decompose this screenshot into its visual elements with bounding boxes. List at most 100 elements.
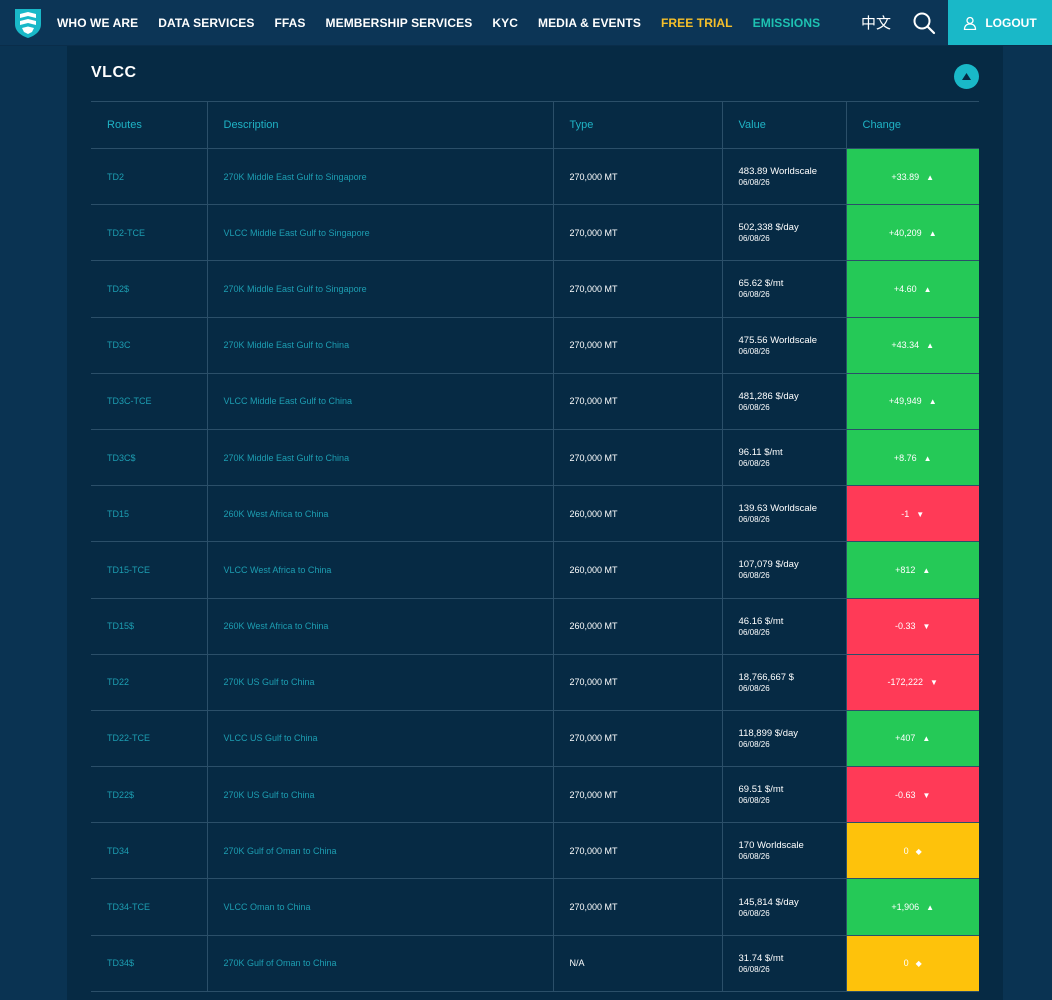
- change-value: +407: [895, 733, 916, 744]
- route-type: 270,000 MT: [553, 373, 723, 430]
- nav-free-trial[interactable]: FREE TRIAL: [660, 16, 733, 30]
- route-description[interactable]: VLCC Oman to China: [207, 878, 554, 936]
- nav-emissions[interactable]: EMISSIONS: [752, 16, 821, 30]
- table-row[interactable]: TD22$ 270K US Gulf to China 270,000 MT 69.5…: [91, 766, 979, 824]
- search-icon[interactable]: [912, 11, 936, 35]
- route-value: 475.56 Worldscale: [738, 334, 818, 346]
- route-description[interactable]: VLCC US Gulf to China: [207, 710, 554, 768]
- route-code[interactable]: TD15$: [91, 598, 208, 655]
- route-description[interactable]: 270K Gulf of Oman to China: [207, 822, 554, 880]
- route-type: 260,000 MT: [553, 598, 723, 655]
- route-type: 260,000 MT: [553, 485, 723, 543]
- arrow-up-icon: ▲: [923, 284, 932, 294]
- col-header-routes[interactable]: Routes: [91, 101, 208, 149]
- route-code[interactable]: TD2-TCE: [91, 204, 208, 262]
- value-date: 06/08/26: [738, 402, 770, 412]
- value-date: 06/08/26: [738, 852, 770, 862]
- table-row[interactable]: TD2 270K Middle East Gulf to Singapore 270…: [91, 148, 979, 206]
- table-row[interactable]: TD2$ 270K Middle East Gulf to Singapore 27…: [91, 260, 979, 318]
- table-row[interactable]: TD3C$ 270K Middle East Gulf to China 270,0…: [91, 429, 979, 487]
- table-row[interactable]: TD2-TCE VLCC Middle East Gulf to Singapor…: [91, 204, 979, 262]
- route-value: 170 Worldscale: [738, 840, 804, 852]
- change-value: +8.76: [893, 452, 917, 463]
- table-row[interactable]: TD15-TCE VLCC West Africa to China 260,000…: [91, 541, 979, 599]
- route-code[interactable]: TD22-TCE: [91, 710, 208, 768]
- diamond-icon: ◆: [915, 846, 922, 856]
- language-switch[interactable]: 中文: [861, 14, 892, 32]
- route-code[interactable]: TD15-TCE: [91, 541, 208, 599]
- table-row[interactable]: TD3C 270K Middle East Gulf to China 270,00…: [91, 317, 979, 374]
- route-value: 69.51 $/mt: [738, 784, 784, 796]
- col-header-change[interactable]: Change: [846, 101, 979, 149]
- route-description[interactable]: 270K Middle East Gulf to Singapore: [207, 260, 554, 318]
- route-code[interactable]: TD15: [91, 485, 208, 543]
- col-header-value[interactable]: Value: [722, 101, 847, 149]
- route-description[interactable]: 260K West Africa to China: [207, 485, 554, 543]
- change-value: +43.34: [891, 340, 920, 351]
- table-row[interactable]: TD15 260K West Africa to China 260,000 MT 1…: [91, 485, 979, 543]
- col-header-type[interactable]: Type: [553, 101, 723, 149]
- change-value: +33.89: [891, 171, 920, 182]
- collapse-button[interactable]: [954, 64, 979, 89]
- route-description[interactable]: VLCC Middle East Gulf to Singapore: [207, 204, 554, 262]
- route-description[interactable]: 270K US Gulf to China: [207, 654, 554, 711]
- route-code[interactable]: TD3C$: [91, 429, 208, 487]
- nav-data-services[interactable]: DATA SERVICES: [158, 16, 255, 30]
- route-type: N/A: [553, 935, 723, 992]
- change-cell: +4.60 ▲: [846, 260, 979, 318]
- logout-button[interactable]: LOGOUT: [948, 0, 1052, 45]
- value-date: 06/08/26: [738, 739, 770, 749]
- nav-who-we-are[interactable]: WHO WE ARE: [57, 16, 139, 30]
- table-row[interactable]: TD3C-TCE VLCC Middle East Gulf to China 27…: [91, 373, 979, 430]
- logo-icon[interactable]: [12, 7, 44, 39]
- route-description[interactable]: 260K West Africa to China: [207, 598, 554, 655]
- route-type: 270,000 MT: [553, 317, 723, 374]
- change-value: -1: [901, 508, 910, 519]
- route-description[interactable]: 270K Middle East Gulf to China: [207, 317, 554, 374]
- change-cell: +49,949 ▲: [846, 373, 979, 430]
- route-type: 270,000 MT: [553, 654, 723, 711]
- route-description[interactable]: VLCC West Africa to China: [207, 541, 554, 599]
- route-description[interactable]: VLCC Middle East Gulf to China: [207, 373, 554, 430]
- value-cell: 139.63 Worldscale 06/08/26: [722, 485, 847, 543]
- route-description[interactable]: 270K Middle East Gulf to China: [207, 429, 554, 487]
- route-code[interactable]: TD2: [91, 148, 208, 206]
- route-code[interactable]: TD3C: [91, 317, 208, 374]
- route-value: 107,079 $/day: [738, 559, 799, 571]
- route-description[interactable]: 270K Gulf of Oman to China: [207, 935, 554, 992]
- value-cell: 475.56 Worldscale 06/08/26: [722, 317, 847, 374]
- table-body: TD2 270K Middle East Gulf to Singapore 270…: [91, 148, 979, 992]
- table-row[interactable]: TD22 270K US Gulf to China 270,000 MT 18,76…: [91, 654, 979, 711]
- table-row[interactable]: TD15$ 260K West Africa to China 260,000 MT…: [91, 598, 979, 655]
- route-code[interactable]: TD34$: [91, 935, 208, 992]
- table-row[interactable]: TD34$ 270K Gulf of Oman to China N/A 31.74 …: [91, 935, 979, 992]
- value-cell: 118,899 $/day 06/08/26: [722, 710, 847, 768]
- route-description[interactable]: 270K US Gulf to China: [207, 766, 554, 824]
- nav-membership-services[interactable]: MEMBERSHIP SERVICES: [325, 16, 473, 30]
- route-code[interactable]: TD22$: [91, 766, 208, 824]
- route-type: 270,000 MT: [553, 148, 723, 206]
- table-row[interactable]: TD34 270K Gulf of Oman to China 270,000 MT…: [91, 822, 979, 880]
- value-cell: 170 Worldscale 06/08/26: [722, 822, 847, 880]
- route-description[interactable]: 270K Middle East Gulf to Singapore: [207, 148, 554, 206]
- route-code[interactable]: TD34-TCE: [91, 878, 208, 936]
- change-value: +1,906: [891, 902, 920, 913]
- value-cell: 69.51 $/mt 06/08/26: [722, 766, 847, 824]
- route-code[interactable]: TD3C-TCE: [91, 373, 208, 430]
- caret-up-icon: [962, 73, 971, 80]
- nav-kyc[interactable]: KYC: [492, 16, 518, 30]
- route-code[interactable]: TD34: [91, 822, 208, 880]
- table-row[interactable]: TD22-TCE VLCC US Gulf to China 270,000 MT 1…: [91, 710, 979, 768]
- route-value: 65.62 $/mt: [738, 278, 784, 290]
- change-cell: +1,906 ▲: [846, 878, 979, 936]
- nav-media-events[interactable]: MEDIA & EVENTS: [537, 16, 641, 30]
- route-type: 270,000 MT: [553, 710, 723, 768]
- route-value: 118,899 $/day: [738, 727, 799, 739]
- col-header-description[interactable]: Description: [207, 101, 554, 149]
- table-row[interactable]: TD34-TCE VLCC Oman to China 270,000 MT 145,…: [91, 878, 979, 936]
- change-cell: -172,222 ▼: [846, 654, 979, 711]
- nav-ffas[interactable]: FFAS: [274, 16, 306, 30]
- route-code[interactable]: TD2$: [91, 260, 208, 318]
- change-cell: +43.34 ▲: [846, 317, 979, 374]
- route-code[interactable]: TD22: [91, 654, 208, 711]
